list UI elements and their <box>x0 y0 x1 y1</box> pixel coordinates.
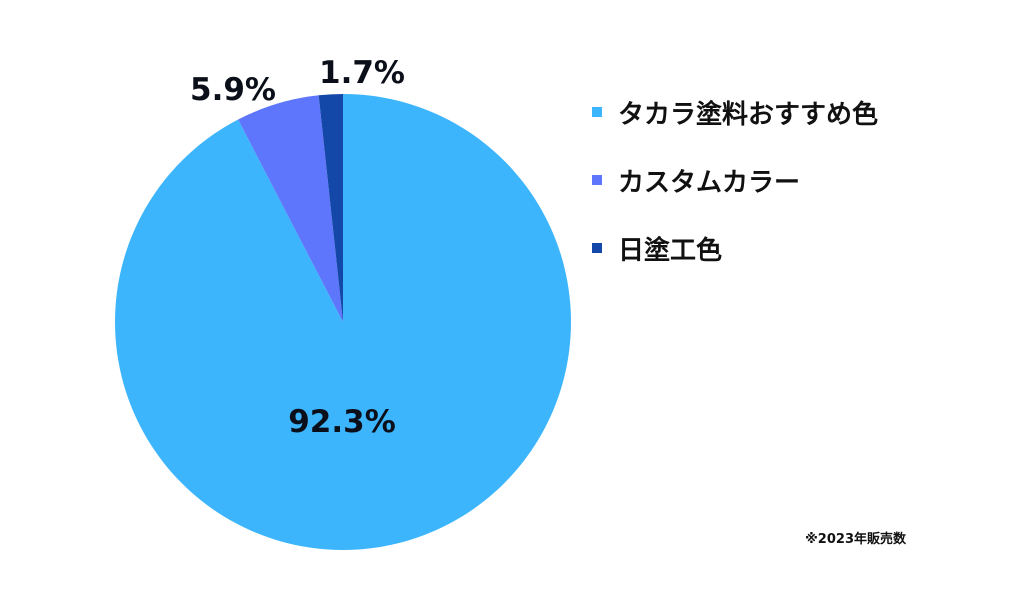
slice-value-label: 92.3% <box>288 404 396 440</box>
legend-item-nittoko-color: 日塗工色 <box>592 227 878 269</box>
chart-legend: タカラ塗料おすすめ色 カスタムカラー 日塗工色 <box>592 91 878 295</box>
legend-swatch <box>592 175 602 185</box>
slice-custom-color <box>238 95 343 322</box>
legend-label: カスタムカラー <box>618 167 801 198</box>
legend-swatch <box>592 243 602 253</box>
legend-swatch <box>592 107 602 117</box>
slice-value-label: 5.9% <box>190 72 276 108</box>
legend-label: 日塗工色 <box>618 235 723 266</box>
slice-nittoko-color <box>318 94 343 322</box>
slice-value-label: 1.7% <box>319 55 405 91</box>
legend-label: タカラ塗料おすすめ色 <box>618 99 879 130</box>
footnote: ※2023年販売数 <box>805 532 906 547</box>
slice-labels: 92.3% 5.9% 1.7% <box>190 55 405 440</box>
legend-item-recommended: タカラ塗料おすすめ色 <box>592 91 878 133</box>
legend-item-custom-color: カスタムカラー <box>592 159 878 201</box>
pie-slices <box>114 94 571 550</box>
